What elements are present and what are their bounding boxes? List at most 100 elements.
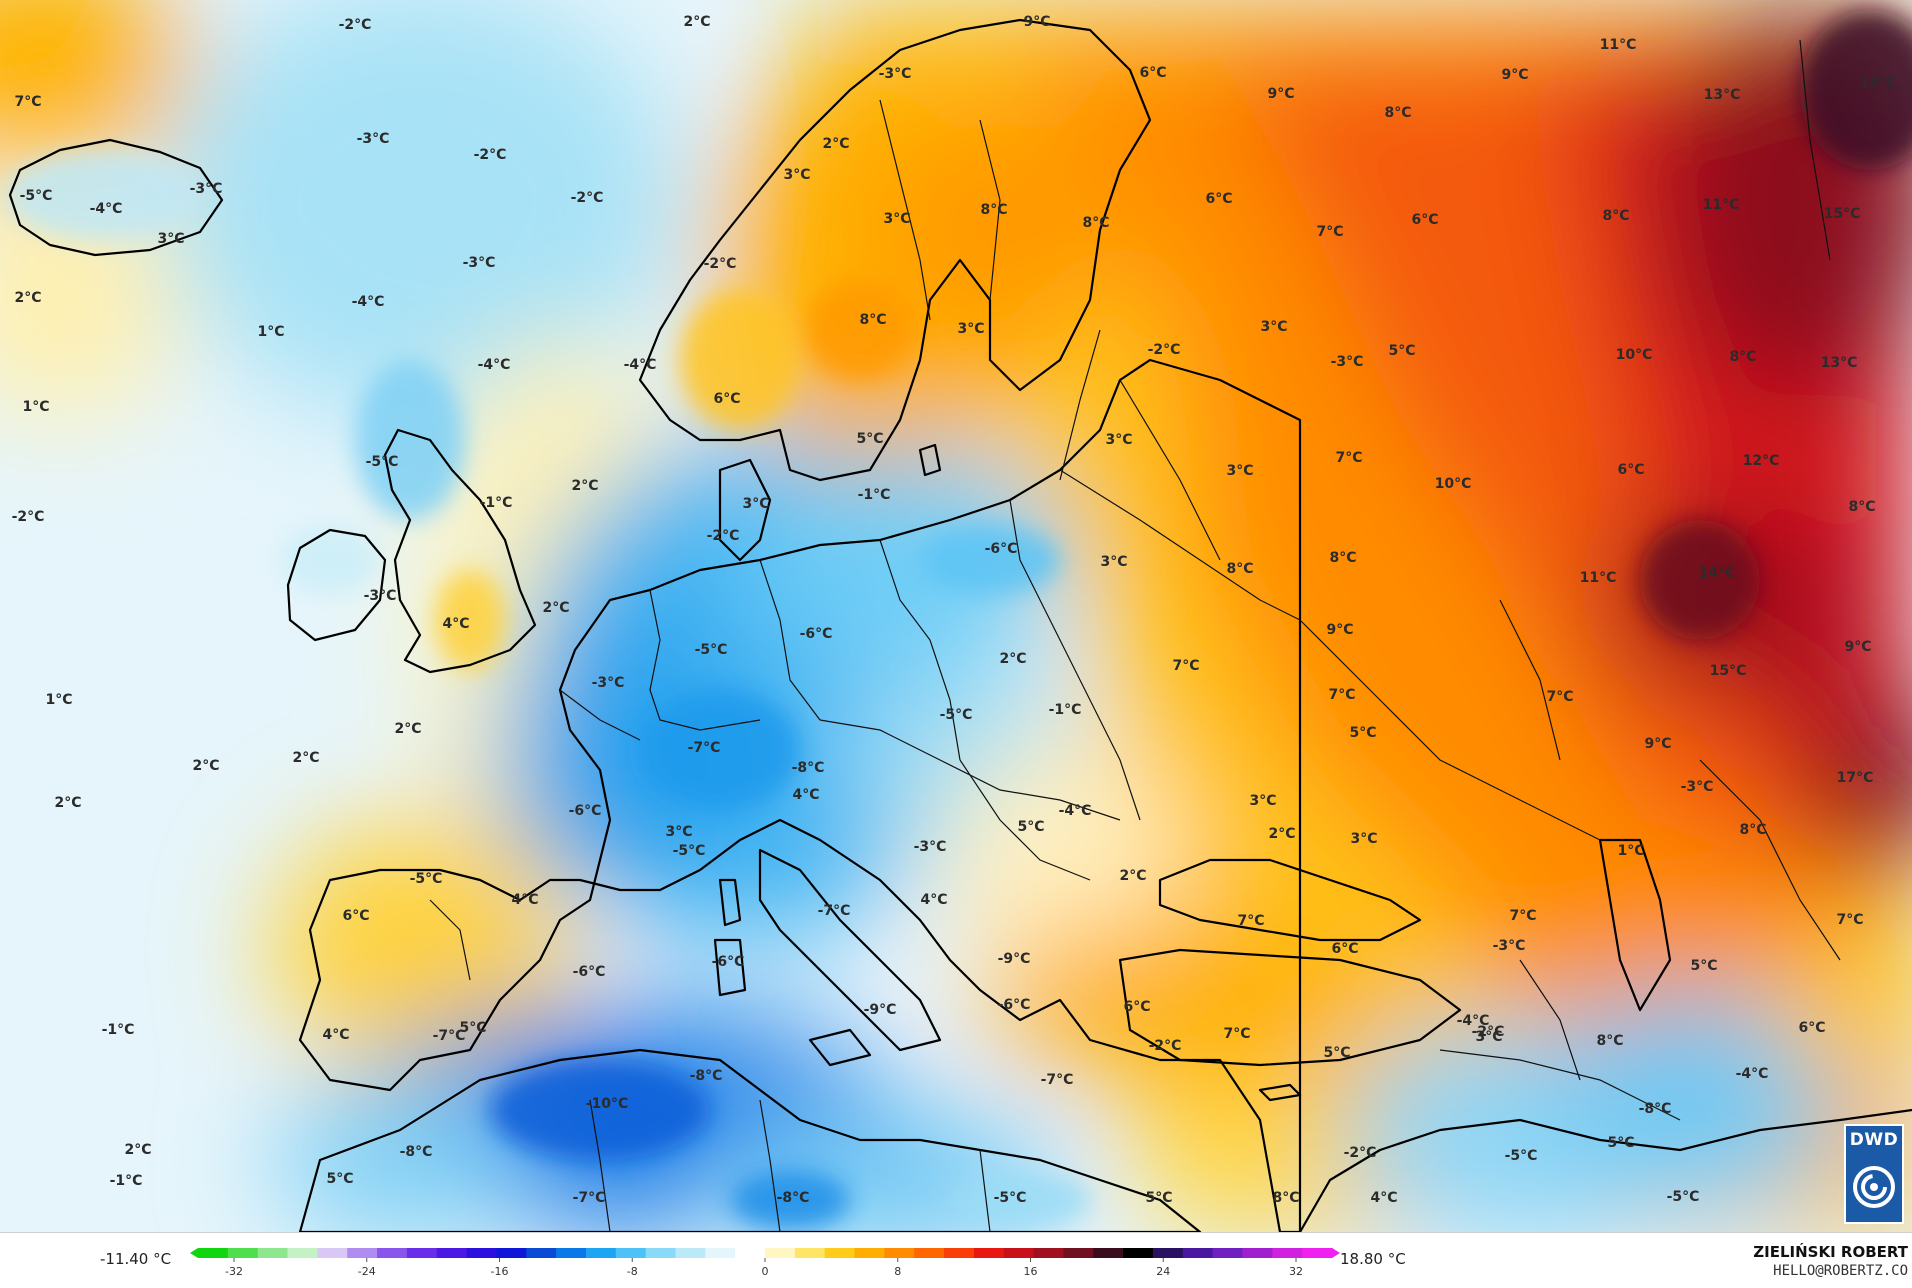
colorbar-tick-label: 16: [1024, 1265, 1038, 1278]
temperature-label: -5°C: [410, 871, 443, 887]
temperature-label: 3°C: [1249, 793, 1276, 809]
colorbar-swatch: [406, 1248, 438, 1258]
temperature-label: 10°C: [1435, 476, 1472, 492]
temperature-label: -1°C: [1049, 702, 1082, 718]
colorbar-tick-label: -32: [225, 1265, 243, 1278]
temperature-label: 5°C: [1388, 343, 1415, 359]
temperature-label: 2°C: [292, 750, 319, 766]
temperature-label: -2°C: [1344, 1145, 1377, 1161]
temperature-label: 11°C: [1600, 37, 1637, 53]
temperature-label: -1°C: [110, 1173, 143, 1189]
colorbar-tick-label: -16: [491, 1265, 509, 1278]
colorbar-min-arrow: [190, 1248, 198, 1258]
temperature-label: 1°C: [1617, 843, 1644, 859]
temperature-label: -4°C: [1736, 1066, 1769, 1082]
colorbar-swatch: [1033, 1248, 1065, 1258]
colorbar-swatch: [496, 1248, 527, 1258]
temperature-label: -8°C: [792, 760, 825, 776]
temperature-label: -6°C: [985, 541, 1018, 557]
temperature-label: 6°C: [1205, 191, 1232, 207]
temperature-label: 4°C: [1370, 1190, 1397, 1206]
temperature-label: 11°C: [1580, 570, 1617, 586]
temperature-label: 5°C: [1145, 1190, 1172, 1206]
borders: [429, 39, 1841, 1232]
temperature-label: 8°C: [1329, 550, 1356, 566]
colorbar-swatch: [854, 1248, 885, 1258]
colorbar-swatch: [1212, 1248, 1244, 1258]
temperature-label: -7°C: [688, 740, 721, 756]
temperature-label: -3°C: [1493, 938, 1526, 954]
contact-email[interactable]: HELLO@ROBERTZ.CO: [1773, 1263, 1908, 1279]
temperature-label: 2°C: [683, 14, 710, 30]
temperature-label: 12°C: [1743, 453, 1780, 469]
temperature-label: -8°C: [400, 1144, 433, 1160]
temperature-label: -3°C: [914, 839, 947, 855]
temperature-label: 4°C: [322, 1027, 349, 1043]
colorbar-swatch: [705, 1248, 736, 1258]
temperature-label: 6°C: [342, 908, 369, 924]
temperature-label: 2°C: [54, 795, 81, 811]
temperature-label: 2°C: [394, 721, 421, 737]
colorbar-swatch: [884, 1248, 915, 1258]
colorbar-swatch: [824, 1248, 856, 1258]
temperature-label: 6°C: [1411, 212, 1438, 228]
temperature-label: 4°C: [442, 616, 469, 632]
temperature-field: [0, 0, 1912, 1232]
temperature-label: 7°C: [1546, 689, 1573, 705]
temperature-label: -8°C: [777, 1190, 810, 1206]
temperature-label: -2°C: [1148, 342, 1181, 358]
colorbar-swatch: [198, 1248, 229, 1258]
temperature-label: 9°C: [1844, 639, 1871, 655]
temperature-label: -9°C: [864, 1002, 897, 1018]
temperature-label: 2°C: [999, 651, 1026, 667]
colorbar-tick-label: 24: [1156, 1265, 1170, 1278]
colorbar-tick-label: 32: [1289, 1265, 1303, 1278]
temperature-label: 9°C: [1644, 736, 1671, 752]
colorbar-swatch: [794, 1248, 826, 1258]
temperature-label: -3°C: [1681, 779, 1714, 795]
temperature-label: -6°C: [712, 954, 745, 970]
colorbar-swatches: [190, 1248, 1340, 1258]
temperature-label: -4°C: [352, 294, 385, 310]
colorbar-swatch: [765, 1248, 796, 1258]
temperature-label: -9°C: [998, 951, 1031, 967]
temperature-label: -4°C: [478, 357, 511, 373]
temperature-label: 5°C: [1607, 1135, 1634, 1151]
temperature-label: 8°C: [1848, 499, 1875, 515]
temperature-label: 13°C: [1704, 87, 1741, 103]
temperature-label: -2°C: [1149, 1038, 1182, 1054]
temperature-label: 15°C: [1824, 206, 1861, 222]
temperature-label: -5°C: [940, 707, 973, 723]
temperature-label: -5°C: [695, 642, 728, 658]
temperature-label: -6°C: [800, 626, 833, 642]
temperature-label: 7°C: [1335, 450, 1362, 466]
coastlines: [8, 18, 1912, 1232]
temperature-label: 2°C: [542, 600, 569, 616]
colorbar-swatch: [1063, 1248, 1094, 1258]
temperature-label: -3°C: [879, 66, 912, 82]
temperature-label: -5°C: [1505, 1148, 1538, 1164]
temperature-label: -4°C: [1457, 1013, 1490, 1029]
temperature-label: 2°C: [14, 290, 41, 306]
temperature-label: 5°C: [459, 1020, 486, 1036]
colorbar-swatch: [1302, 1248, 1333, 1258]
temperature-label: 8°C: [1384, 105, 1411, 121]
colorbar-ticks: -32 -24 -16 -8 0 8 16 24 32: [225, 1258, 1303, 1278]
temperature-label: -7°C: [433, 1028, 466, 1044]
temperature-label: -3°C: [463, 255, 496, 271]
legend-max-value: 18.80 °C: [1340, 1250, 1406, 1268]
temperature-label: -3°C: [190, 181, 223, 197]
temperature-label: 3°C: [1350, 831, 1377, 847]
temperature-label: 2°C: [192, 758, 219, 774]
colorbar-swatch: [914, 1248, 945, 1258]
colorbar-swatch: [645, 1248, 677, 1258]
temperature-label: 5°C: [1017, 819, 1044, 835]
temperature-label: 1°C: [257, 324, 284, 340]
temperature-label: -5°C: [1667, 1189, 1700, 1205]
temperature-label: 4°C: [511, 892, 538, 908]
colorbar-swatch: [585, 1248, 617, 1258]
temperature-label: 5°C: [1690, 958, 1717, 974]
colorbar-swatch: [735, 1248, 766, 1258]
temperature-label: 7°C: [14, 94, 41, 110]
temperature-label: 8°C: [1226, 561, 1253, 577]
